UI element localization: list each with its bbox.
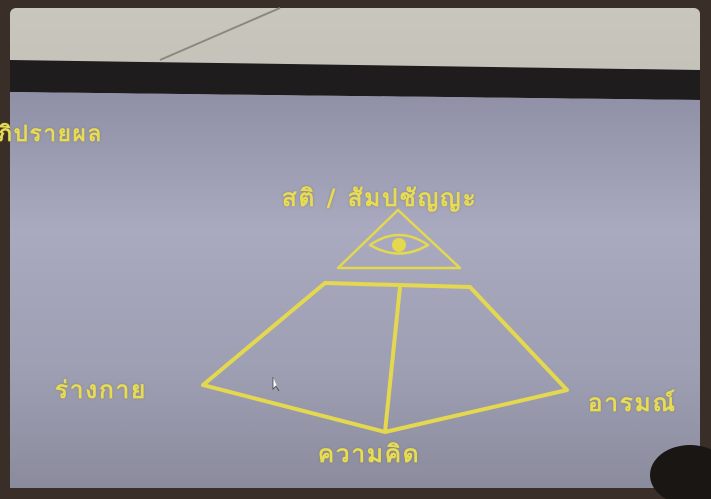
eye-pupil <box>392 238 406 252</box>
screen <box>10 92 700 488</box>
scene <box>0 0 711 499</box>
bottom-label: ความคิด <box>318 434 420 473</box>
photo: อภิปรายผล สติ / สัมปชัญญะ ร่างกาย ความคิ… <box>0 0 711 499</box>
apex-label: สติ / สัมปชัญญะ <box>282 178 478 217</box>
right-label: อารมณ์ <box>588 383 677 422</box>
slide-title: อภิปรายผล <box>0 116 103 151</box>
left-label: ร่างกาย <box>55 370 147 409</box>
page: อภิปรายผล สติ / สัมปชัญญะ ร่างกาย ความคิ… <box>0 0 711 499</box>
